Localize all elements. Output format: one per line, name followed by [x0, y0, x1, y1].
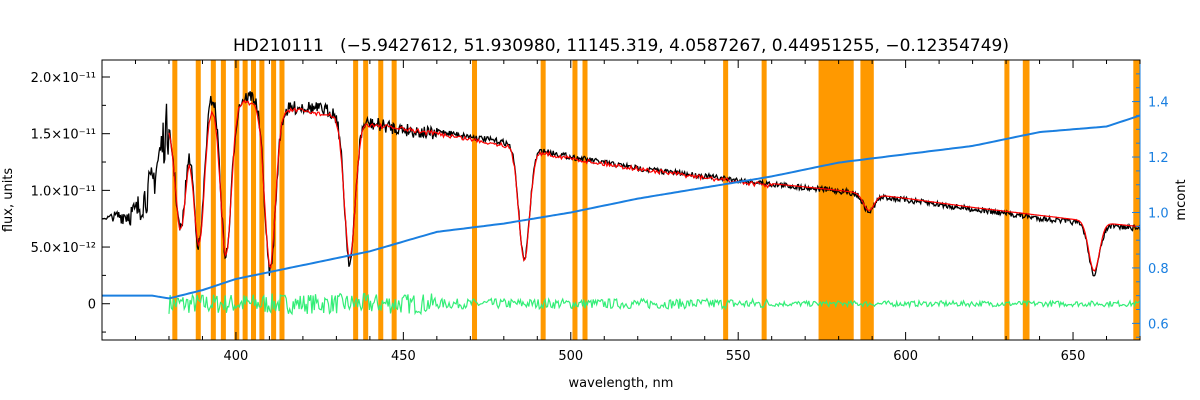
masked-region	[860, 60, 874, 340]
x-tick-label: 500	[558, 349, 583, 364]
masked-region	[582, 60, 588, 340]
right-tick-label: 1.2	[1148, 151, 1169, 166]
masked-region	[251, 60, 257, 340]
y-tick-label: 2.0×10⁻¹¹	[31, 71, 96, 86]
masked-region	[1004, 60, 1010, 340]
masked-region	[540, 60, 546, 340]
masked-region	[172, 60, 178, 340]
series-layer	[101, 91, 1141, 316]
masked-region	[363, 60, 369, 340]
y-tick-label: 1.0×10⁻¹¹	[31, 184, 96, 199]
right-tick-label: 0.8	[1148, 262, 1169, 277]
x-tick-label: 550	[726, 349, 751, 364]
x-tick-label: 600	[893, 349, 918, 364]
y-tick-label: 0	[88, 298, 96, 313]
masked-region	[378, 60, 384, 340]
series-model	[168, 99, 1141, 272]
right-tick-label: 1.0	[1148, 206, 1169, 221]
masked-region	[195, 60, 201, 340]
x-tick-label: 650	[1061, 349, 1086, 364]
x-tick-label: 400	[224, 349, 249, 364]
right-tick-label: 0.6	[1148, 317, 1169, 332]
y-tick-label: 1.5×10⁻¹¹	[31, 128, 96, 143]
masked-regions	[172, 60, 1140, 340]
series-mcont	[102, 114, 1141, 300]
chart-title: HD210111 (−5.9427612, 51.930980, 11145.3…	[233, 36, 1009, 56]
masked-region	[279, 60, 285, 340]
masked-region	[1133, 60, 1140, 340]
right-axis-ticks: 0.6 0.8 1.0 1.2 1.4	[1132, 73, 1169, 338]
x-axis-label: wavelength, nm	[569, 376, 674, 391]
masked-region	[818, 60, 854, 340]
right-axis-label: mcont	[1174, 179, 1189, 220]
x-axis-ticks: 400 450 500 550 600 650	[101, 60, 1141, 364]
masked-region	[761, 60, 767, 340]
masked-region	[572, 60, 578, 340]
masked-region	[242, 60, 248, 340]
masked-region	[471, 60, 478, 340]
y-axis-ticks: 0 5.0×10⁻¹² 1.0×10⁻¹¹ 1.5×10⁻¹¹ 2.0×10⁻¹¹	[31, 71, 110, 333]
y-axis-label: flux, units	[1, 168, 16, 233]
masked-region	[220, 60, 226, 340]
masked-region	[271, 60, 277, 340]
masked-region	[210, 60, 216, 340]
right-tick-label: 1.4	[1148, 96, 1169, 111]
masked-region	[259, 60, 265, 340]
y-tick-label: 5.0×10⁻¹²	[31, 241, 96, 256]
masked-region	[391, 60, 397, 340]
series-residuals	[168, 292, 1140, 316]
masked-region	[1022, 60, 1030, 340]
masked-region	[234, 60, 240, 340]
masked-region	[723, 60, 729, 340]
x-tick-label: 450	[391, 349, 416, 364]
